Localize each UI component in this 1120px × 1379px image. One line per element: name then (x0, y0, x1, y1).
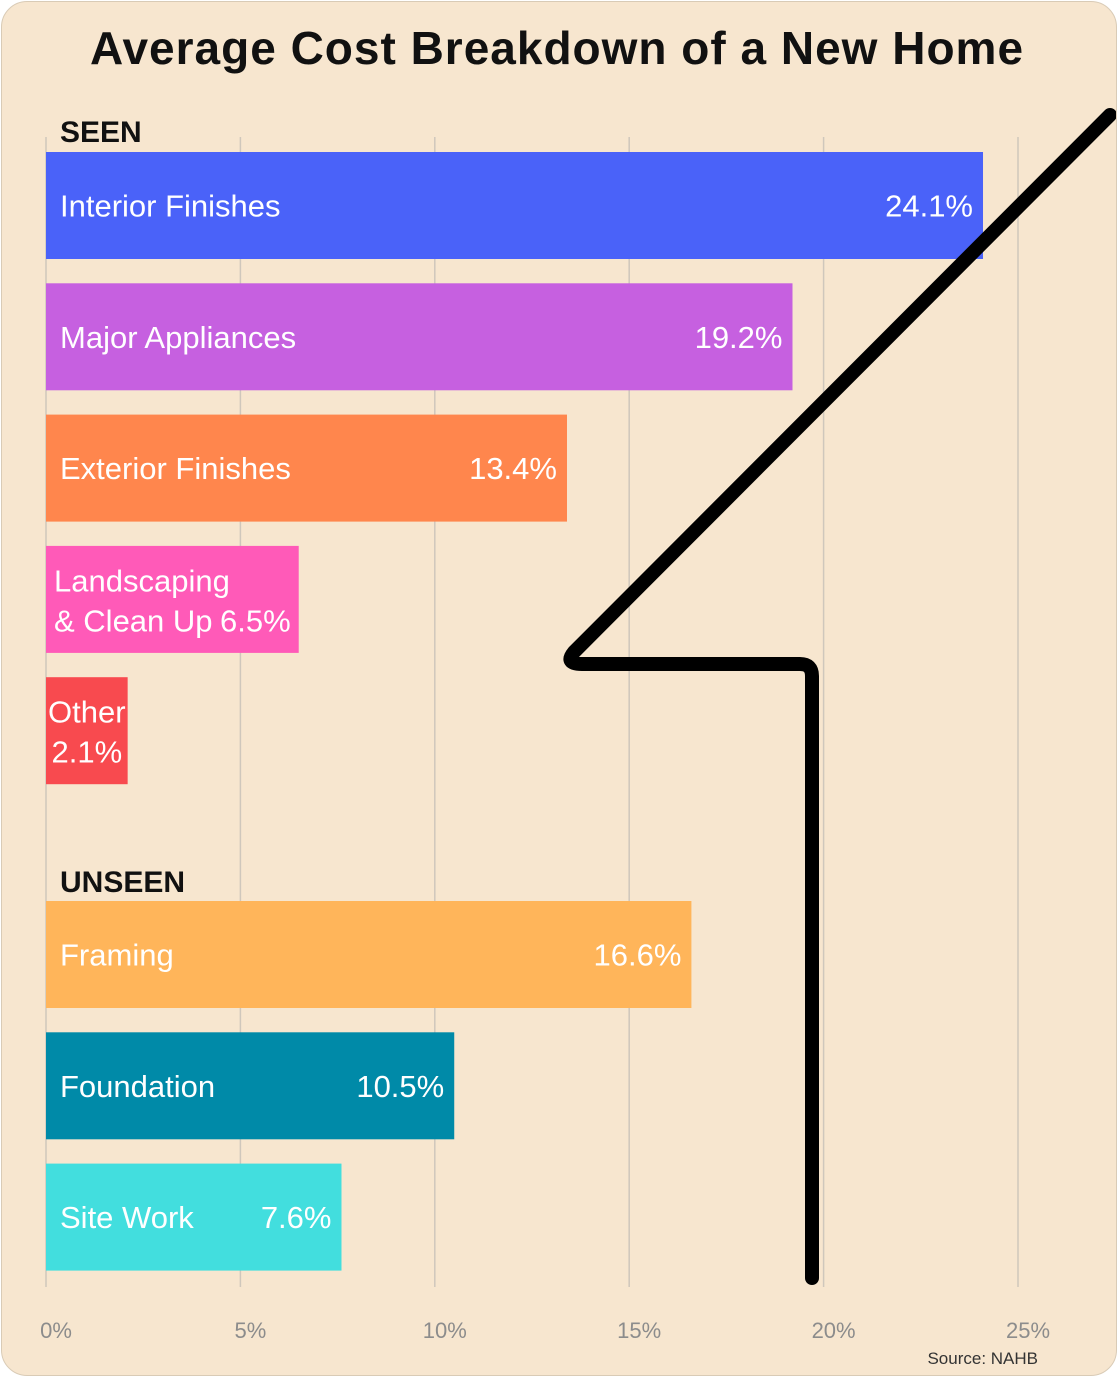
bar-major-appliances (46, 283, 793, 391)
bar-label: Foundation (60, 1069, 215, 1104)
bar-interior-finishes (46, 152, 984, 259)
bar-value-label: 2.1% (51, 735, 122, 770)
x-tick-label: 0% (40, 1318, 72, 1343)
x-tick-label: 25% (1006, 1318, 1050, 1343)
x-tick-label: 20% (812, 1318, 856, 1343)
x-tick-label: 5% (235, 1318, 267, 1343)
bar-label: Framing (60, 938, 174, 973)
bar-label: Landscaping (54, 563, 230, 598)
group-label-unseen: UNSEEN (60, 866, 185, 899)
bar-exterior-finishes (46, 414, 567, 522)
bar-site-work (46, 1163, 342, 1271)
source-note: Source: NAHB (927, 1349, 1038, 1368)
bar-label: Interior Finishes (60, 189, 281, 224)
bar-label: Exterior Finishes (60, 451, 291, 486)
bar-value-label: 13.4% (469, 451, 557, 486)
lightning-bolt-annotation (563, 108, 1116, 1285)
bar-label: Major Appliances (60, 320, 296, 355)
bar-value-label: 10.5% (356, 1069, 444, 1104)
bar-label: Site Work (60, 1200, 194, 1235)
bar-label: & Clean Up (54, 603, 213, 638)
bar-landscaping-clean-up (46, 545, 299, 653)
bar-other (46, 677, 128, 785)
chart-title: Average Cost Breakdown of a New Home (90, 22, 1024, 74)
group-label-seen: SEEN (60, 116, 142, 149)
bar-framing (46, 901, 692, 1008)
x-tick-label: 15% (617, 1318, 661, 1343)
bar-value-label: 6.5% (220, 603, 291, 638)
bar-value-label: 19.2% (695, 320, 783, 355)
bar-foundation (46, 1032, 455, 1140)
bar-value-label: 24.1% (885, 189, 973, 224)
bar-label: Other (48, 695, 126, 730)
bar-value-label: 7.6% (261, 1200, 332, 1235)
bar-value-label: 16.6% (594, 938, 682, 973)
x-tick-label: 10% (423, 1318, 467, 1343)
